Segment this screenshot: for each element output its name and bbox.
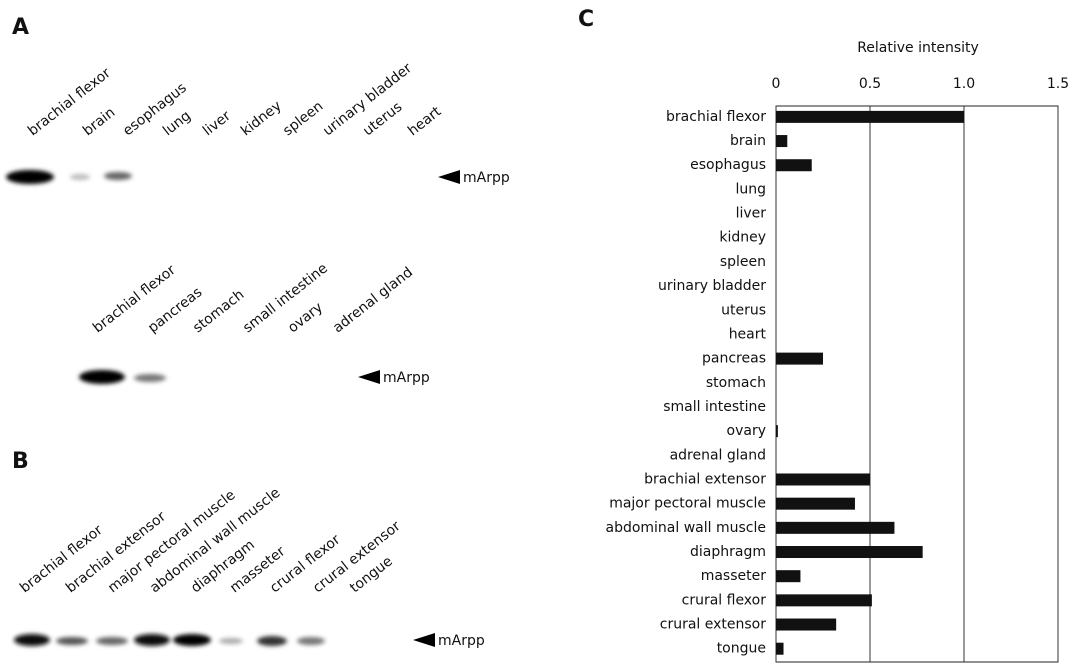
y-tick-label: uterus: [721, 302, 766, 318]
lane-label: liver: [200, 108, 234, 139]
lane-label: lung: [160, 108, 194, 139]
blot-band: [96, 637, 128, 645]
blot-band: [104, 172, 132, 180]
blot-band: [134, 634, 170, 646]
y-tick-label: brachial flexor: [666, 109, 766, 125]
axis-title: Relative intensity: [857, 40, 979, 56]
y-tick-label: abdominal wall muscle: [605, 520, 766, 536]
bar: [776, 498, 855, 510]
bar: [776, 111, 964, 123]
y-tick-label: urinary bladder: [658, 278, 766, 294]
marker-label: mArpp: [438, 633, 485, 649]
blot-band: [173, 634, 211, 646]
x-tick-label: 0: [772, 76, 781, 92]
y-tick-label: spleen: [720, 254, 766, 270]
blot-band: [56, 637, 88, 645]
lane-label: kidney: [238, 98, 285, 139]
x-tick-label: 1.0: [953, 76, 975, 92]
lane-label: heart: [405, 103, 445, 139]
y-tick-label: diaphragm: [690, 544, 766, 560]
blot-band: [134, 374, 166, 382]
blot-band: [79, 370, 125, 384]
y-tick-label: crural flexor: [682, 592, 767, 608]
y-tick-label: brain: [730, 133, 766, 149]
y-tick-label: ovary: [727, 423, 766, 439]
marker-label: mArpp: [463, 170, 510, 186]
arrowhead: [413, 633, 435, 647]
blot-band: [70, 174, 90, 180]
y-tick-label: crural extensor: [660, 617, 766, 633]
y-tick-label: pancreas: [702, 351, 766, 367]
bar: [776, 643, 784, 655]
blot-band: [14, 634, 50, 646]
x-tick-label: 1.5: [1047, 76, 1069, 92]
bar: [776, 546, 923, 558]
y-tick-label: lung: [735, 181, 766, 197]
panel-letter: B: [12, 449, 29, 474]
bar: [776, 594, 872, 606]
blot-band: [257, 636, 287, 646]
bar: [776, 159, 812, 171]
y-tick-label: heart: [729, 326, 767, 342]
bar: [776, 425, 778, 437]
panel-letter: C: [578, 7, 594, 32]
y-tick-label: brachial extensor: [644, 471, 766, 487]
blot-band: [219, 638, 243, 644]
figure: A B C mArpp mArpp mArpp Relative intensi…: [0, 0, 1073, 663]
lane-label: brachial flexor: [17, 522, 106, 596]
blot-band: [6, 170, 54, 184]
blot-band: [297, 637, 325, 645]
lane-label: brain: [80, 105, 118, 140]
panel-letter: A: [12, 15, 29, 40]
y-tick-label: tongue: [717, 641, 766, 657]
x-tick-label: 0.5: [859, 76, 881, 92]
y-tick-label: major pectoral muscle: [609, 496, 766, 512]
plot-frame: [776, 106, 1058, 662]
y-tick-label: masseter: [701, 568, 767, 584]
marker-label: mArpp: [383, 370, 430, 386]
bar: [776, 473, 870, 485]
bar: [776, 570, 800, 582]
bar: [776, 619, 836, 631]
bar: [776, 522, 894, 534]
arrowhead: [438, 170, 460, 184]
y-tick-label: stomach: [706, 375, 766, 391]
arrowhead: [358, 370, 380, 384]
y-tick-label: liver: [736, 206, 767, 222]
bar: [776, 353, 823, 365]
bar: [776, 135, 787, 147]
y-tick-label: small intestine: [663, 399, 766, 415]
y-tick-label: adrenal gland: [670, 447, 766, 463]
lane-label: adrenal gland: [330, 264, 416, 336]
lane-label: spleen: [280, 98, 326, 139]
lane-label: ovary: [285, 299, 326, 336]
y-tick-label: esophagus: [690, 157, 766, 173]
y-tick-label: kidney: [719, 230, 766, 246]
